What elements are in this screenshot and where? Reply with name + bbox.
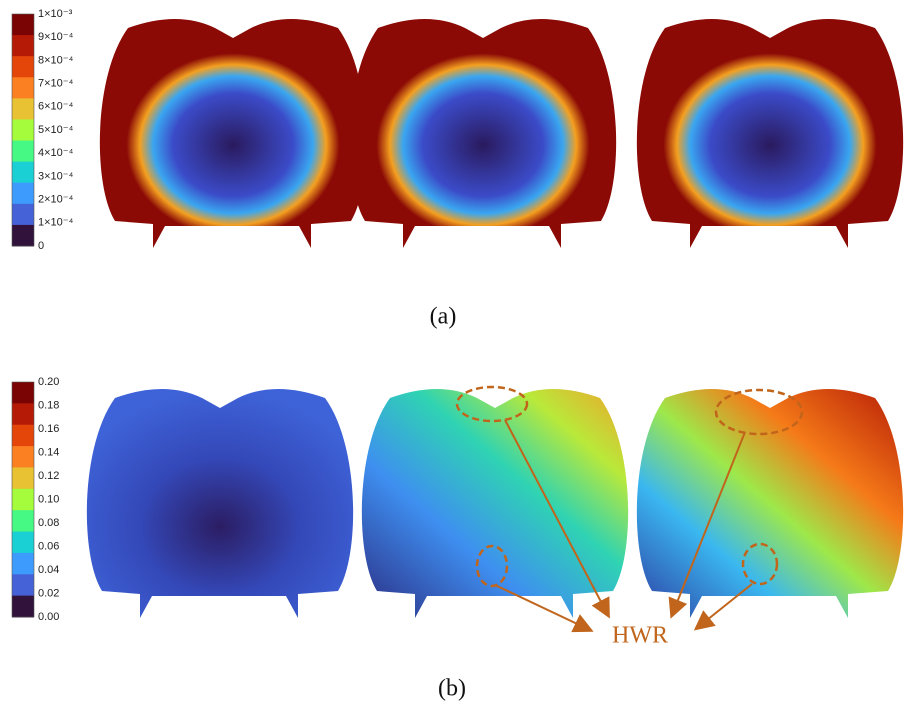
arrow [494,584,594,633]
arrow [668,431,746,619]
arrow [504,419,610,619]
colorbar-segment [12,35,34,57]
colorbar-segment [12,56,34,78]
contour-shape [349,19,617,248]
colorbar-label: 2×10⁻⁴ [38,194,74,206]
colorbar-label: 0.00 [38,611,59,623]
colorbar-frame [11,13,35,247]
contour-shape [86,389,354,618]
colorbar-label: 3×10⁻⁴ [38,170,74,182]
highlight [455,385,529,423]
colorbar-label: 8×10⁻⁴ [38,54,74,66]
colorbar-segment [12,203,34,226]
colorbar-label: 1×10⁻⁴ [38,217,74,229]
contour-shape [636,389,904,618]
colorbar-label: 0.18 [38,399,59,411]
colorbar-label: 0.10 [38,493,59,505]
colorbar-segment [12,595,34,618]
colorbar-segment [12,446,34,468]
colorbar-segment [12,140,34,163]
caption: (b) [438,676,466,702]
contour-shape [636,19,904,248]
caption: (a) [430,304,457,330]
colorbar-segment [12,382,34,404]
colorbar-segment [12,403,34,426]
colorbar-label: 0.12 [38,470,59,482]
colorbar-segment [12,182,34,205]
colorbar-label: 1×10⁻³ [38,8,73,20]
contour-shape [361,389,629,618]
colorbar-segment [12,531,34,554]
highlight [475,544,509,588]
colorbar-segment [12,119,34,142]
colorbar-label: 0.20 [38,376,59,388]
colorbar-segment [12,467,34,490]
colorbar-label: 0.06 [38,540,59,552]
colorbar-label: 0.14 [38,446,59,458]
arrow [693,583,753,631]
colorbar-segment [12,488,34,511]
colorbar-segment [12,161,34,184]
colorbar-label: 4×10⁻⁴ [38,147,74,159]
colorbar-segment [12,77,34,99]
contour-shape [99,19,367,248]
colorbar-segment [12,98,34,120]
colorbar-label: 0.02 [38,587,59,599]
colorbar-label: 0.16 [38,423,59,435]
highlight [714,388,804,436]
highlight [741,542,779,586]
colorbar-segment [12,14,34,36]
colorbar-label: 9×10⁻⁴ [38,31,74,43]
colorbar-segment [12,424,34,447]
colorbar-segment [12,510,34,533]
annotation: HWR [612,623,668,649]
colorbar-label: 0.04 [38,564,59,576]
colorbar-label: 5×10⁻⁴ [38,124,74,136]
colorbar-segment [12,574,34,597]
colorbar-label: 7×10⁻⁴ [38,78,74,90]
colorbar-label: 6×10⁻⁴ [38,101,74,113]
colorbar-frame [11,381,35,618]
colorbar-segment [12,224,34,247]
colorbar-segment [12,552,34,575]
colorbar-label: 0 [38,240,44,252]
colorbar-label: 0.08 [38,517,59,529]
